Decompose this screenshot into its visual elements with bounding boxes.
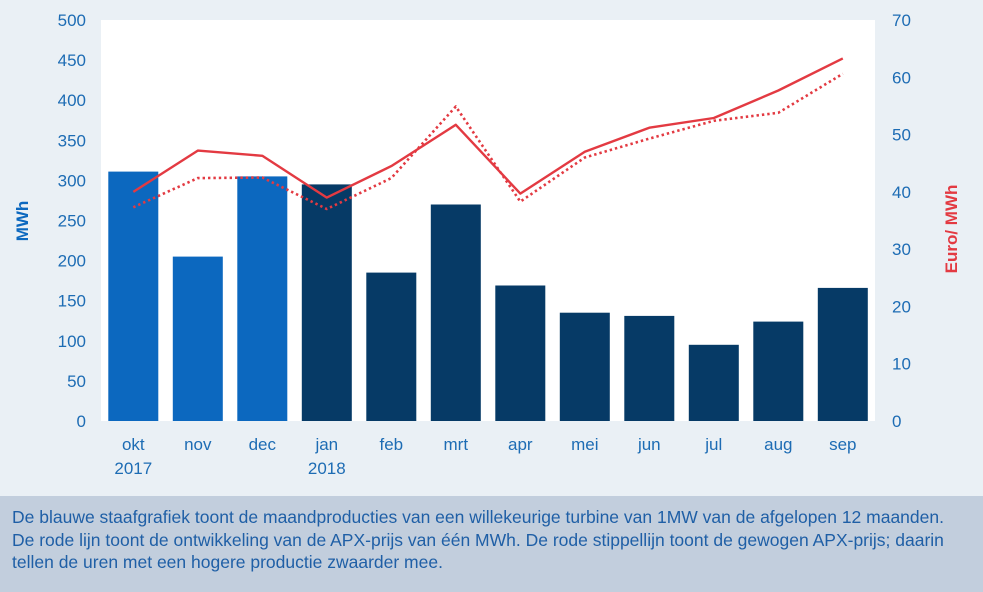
x-tick-label: 2018 [308,459,346,478]
y2-tick-label: 40 [892,183,911,202]
bar-10 [753,321,804,421]
plot-area [101,20,875,421]
y-tick-label: 300 [58,171,86,190]
weighted-price-line [132,72,844,211]
y-tick-label: 100 [58,332,86,351]
bar-6 [495,285,546,421]
bar-11 [817,287,868,421]
y-tick-label: 0 [77,412,86,431]
bar-0 [108,171,159,421]
bar-3 [301,184,352,421]
y2-axis-title: Euro/ MWh [942,185,961,274]
bar-5 [430,204,481,421]
y2-tick-label: 20 [892,297,911,316]
x-tick-label: mrt [444,435,469,454]
y-axis-title: MWh [13,201,32,242]
bar-9 [688,344,739,421]
bar-4 [366,272,417,421]
chart-svg: 0 50 100 150 200 250 300 350 400 450 500 0 10 20 30 40… [13,11,961,478]
y-tick-label: 400 [58,91,86,110]
x-tick-label: dec [249,435,277,454]
x-tick-label: okt [122,435,145,454]
y-tick-label: 250 [58,212,86,231]
x-tick-label: jul [704,435,722,454]
bar-2 [237,176,288,421]
combo-chart: 0 50 100 150 200 250 300 350 400 450 500 0 10 20 30 40… [13,11,961,478]
x-tick-label: feb [379,435,403,454]
y2-tick-label: 30 [892,240,911,259]
x-tick-label: jan [314,435,338,454]
y-tick-label: 350 [58,131,86,150]
x-tick-label: apr [508,435,533,454]
y-tick-label: 150 [58,292,86,311]
y-tick-label: 500 [58,11,86,30]
bar-7 [559,312,610,421]
bar-8 [624,315,675,421]
x-tick-label: sep [829,435,856,454]
y2-tick-label: 10 [892,355,911,374]
chart-caption: De blauwe staafgrafiek toont de maandpro… [0,496,983,592]
x-tick-label: 2017 [114,459,152,478]
price-line [132,57,844,199]
y2-tick-label: 70 [892,11,911,30]
x-tick-label: jun [637,435,661,454]
y-tick-label: 450 [58,51,86,70]
y2-tick-label: 50 [892,126,911,145]
y-tick-label: 50 [67,372,86,391]
x-tick-label: mei [571,435,598,454]
x-tick-label: nov [184,435,212,454]
y2-tick-label: 60 [892,68,911,87]
y2-tick-label: 0 [892,412,901,431]
y-tick-label: 200 [58,252,86,271]
bar-1 [172,256,223,421]
x-tick-label: aug [764,435,792,454]
